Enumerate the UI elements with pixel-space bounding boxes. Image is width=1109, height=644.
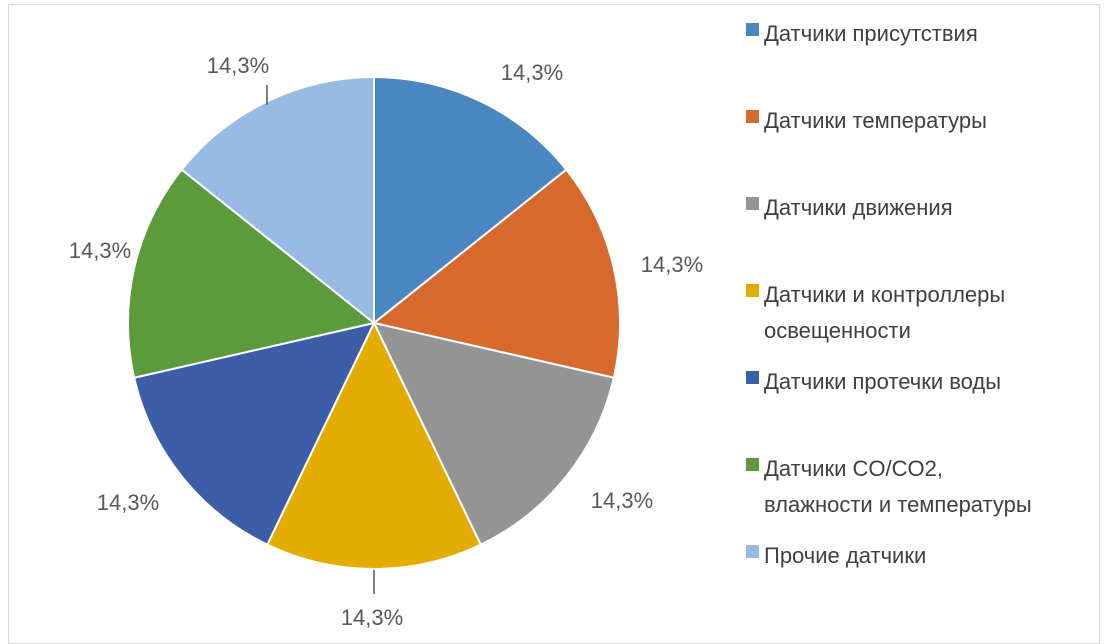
legend-label-7: Прочие датчики bbox=[764, 543, 926, 568]
legend-marker-1 bbox=[746, 23, 759, 36]
legend-item-5: Датчики протечки воды bbox=[746, 369, 1001, 394]
data-label-2: 14,3% bbox=[641, 252, 703, 277]
data-label-7: 14,3% bbox=[207, 53, 269, 78]
leader-lines bbox=[266, 85, 375, 594]
legend-label-5: Датчики протечки воды bbox=[764, 369, 1001, 394]
data-label-6: 14,3% bbox=[69, 238, 131, 263]
data-label-4: 14,3% bbox=[341, 605, 403, 630]
legend-item-4: Датчики и контроллеры освещенности bbox=[746, 282, 1005, 343]
legend: Датчики присутствия Датчики температуры Да… bbox=[746, 21, 1032, 568]
legend-label-4: Датчики и контроллеры освещенности bbox=[764, 282, 1005, 343]
legend-label-1: Датчики присутствия bbox=[764, 21, 978, 46]
pie-slice-1 bbox=[373, 76, 568, 324]
legend-item-7: Прочие датчики bbox=[746, 543, 926, 568]
legend-marker-3 bbox=[746, 197, 759, 210]
pie-slice-5 bbox=[133, 322, 375, 546]
data-label-1: 14,3% bbox=[501, 60, 563, 85]
legend-marker-2 bbox=[746, 110, 759, 123]
legend-marker-4 bbox=[746, 284, 759, 297]
data-label-5: 14,3% bbox=[97, 490, 159, 515]
pie-slice-2 bbox=[373, 168, 621, 379]
pie-slice-3 bbox=[373, 322, 615, 546]
pie-slice-6 bbox=[127, 168, 375, 379]
data-labels: 14,3% 14,3% 14,3% 14,3% 14,3% 14,3% 14,3% bbox=[69, 53, 703, 630]
data-label-3: 14,3% bbox=[591, 488, 653, 513]
legend-marker-5 bbox=[746, 371, 759, 384]
pie-slice-4 bbox=[266, 322, 482, 570]
legend-item-2: Датчики температуры bbox=[746, 108, 987, 133]
legend-marker-6 bbox=[746, 458, 759, 471]
legend-item-1: Датчики присутствия bbox=[746, 21, 978, 46]
legend-label-6: Датчики CO/CO2, влажности и температуры bbox=[764, 456, 1032, 517]
legend-item-3: Датчики движения bbox=[746, 195, 953, 220]
pie-slices bbox=[127, 76, 621, 570]
legend-label-3: Датчики движения bbox=[764, 195, 953, 220]
legend-label-2: Датчики температуры bbox=[764, 108, 987, 133]
legend-item-6: Датчики CO/CO2, влажности и температуры bbox=[746, 456, 1032, 517]
legend-marker-7 bbox=[746, 545, 759, 558]
